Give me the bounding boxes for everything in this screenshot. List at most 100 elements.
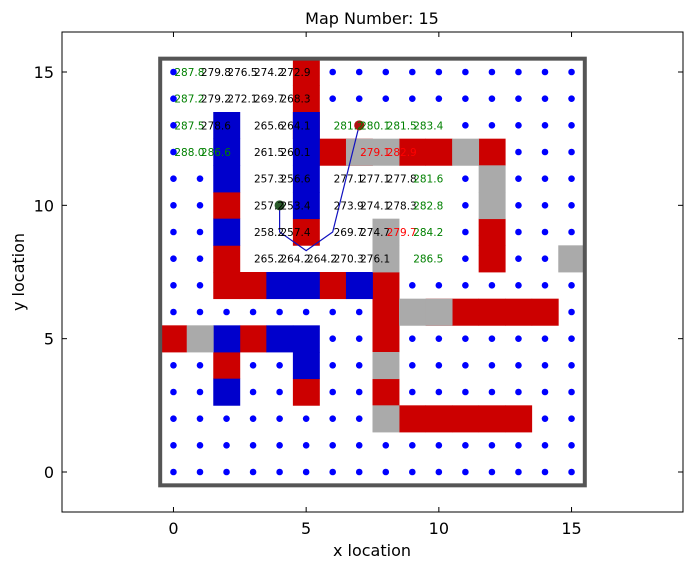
- grid-point: [382, 95, 390, 102]
- y-tick-label: 0: [44, 463, 54, 482]
- grid-point: [355, 95, 363, 102]
- grid-point: [223, 442, 230, 449]
- grid-point: [568, 308, 575, 316]
- cost-label: 261.5: [254, 147, 284, 159]
- grid-point: [568, 148, 575, 156]
- red-cell: [292, 378, 320, 406]
- red-cell: [425, 138, 453, 166]
- grid-point: [276, 468, 283, 476]
- red-cell: [399, 405, 426, 433]
- grid-point: [515, 282, 522, 289]
- red-cell: [505, 405, 533, 433]
- blue-cell: [213, 138, 241, 166]
- red-cell: [452, 298, 480, 326]
- grid-point: [568, 362, 575, 369]
- grid-point: [196, 175, 204, 182]
- gray-cell: [372, 138, 400, 166]
- grid-point: [302, 442, 310, 449]
- cost-label: 272.9: [281, 67, 311, 79]
- blue-cell: [292, 352, 320, 380]
- grid-point: [329, 68, 336, 76]
- grid-point: [462, 122, 469, 129]
- grid-point: [329, 468, 336, 476]
- grid-point: [515, 122, 522, 129]
- grid-point: [568, 415, 575, 422]
- obstacle-cells: [160, 58, 586, 433]
- grid-point: [435, 362, 443, 369]
- grid-point: [170, 468, 177, 476]
- blue-cell: [292, 325, 320, 353]
- cost-label: 274.7: [360, 227, 390, 239]
- cost-label: 270.3: [334, 254, 364, 266]
- grid-point: [249, 442, 257, 449]
- grid-point: [249, 388, 257, 396]
- grid-point: [462, 228, 469, 236]
- grid-point: [541, 202, 549, 209]
- grid-point: [515, 468, 522, 476]
- cost-label: 264.1: [281, 120, 311, 132]
- cost-label: 276.5: [227, 67, 257, 79]
- grid-point: [435, 442, 443, 449]
- grid-point: [355, 388, 363, 396]
- grid-point: [515, 202, 522, 209]
- grid-point: [329, 335, 336, 342]
- grid-point: [568, 468, 575, 476]
- grid-point: [355, 468, 363, 476]
- grid-point: [170, 362, 177, 369]
- cost-label: 253.4: [281, 200, 311, 212]
- red-cell: [478, 245, 506, 273]
- grid-point: [541, 388, 549, 396]
- cost-label: 279.1: [360, 147, 390, 159]
- red-cell: [478, 298, 506, 326]
- grid-point: [223, 468, 230, 476]
- cost-label: 265.6: [254, 120, 284, 132]
- cost-label: 264.2: [307, 254, 337, 266]
- cost-label: 258.2: [254, 227, 284, 239]
- grid-point: [170, 95, 177, 102]
- grid-point: [170, 415, 177, 422]
- red-cell: [213, 352, 241, 380]
- cost-label: 257.2: [254, 200, 284, 212]
- grid-point: [541, 255, 549, 262]
- grid-point: [541, 415, 549, 422]
- grid-point: [568, 228, 575, 236]
- y-axis-label: y location: [9, 233, 28, 311]
- blue-cell: [213, 165, 241, 193]
- grid-point: [223, 415, 230, 422]
- blue-cell: [213, 112, 241, 140]
- grid-point: [170, 255, 177, 262]
- blue-cell: [213, 325, 241, 353]
- grid-point: [196, 415, 204, 422]
- grid-point: [488, 122, 496, 129]
- grid-point: [488, 282, 496, 289]
- gray-cell: [372, 245, 400, 273]
- grid-point: [196, 468, 204, 476]
- grid-point: [568, 95, 575, 102]
- grid-point: [462, 202, 469, 209]
- grid-point: [462, 175, 469, 182]
- cost-label: 274.1: [360, 200, 390, 212]
- map-boundary: [158, 56, 587, 488]
- grid-point: [541, 362, 549, 369]
- gray-cell: [186, 325, 214, 353]
- red-cell: [505, 298, 533, 326]
- blue-cell: [266, 272, 294, 300]
- grid-point: [409, 442, 416, 449]
- grid-point: [409, 335, 416, 342]
- grid-point: [435, 68, 443, 76]
- blue-cell: [292, 112, 320, 140]
- red-cell: [372, 378, 400, 406]
- blue-cell: [213, 218, 241, 246]
- grid-point: [462, 388, 469, 396]
- red-cell: [319, 272, 347, 300]
- grid-point: [276, 388, 283, 396]
- red-cell: [478, 218, 506, 246]
- cost-label: 278.3: [387, 200, 417, 212]
- grid-point: [196, 388, 204, 396]
- grid-point: [276, 308, 283, 316]
- grid-point: [409, 362, 416, 369]
- grid-point: [329, 415, 336, 422]
- grid-point: [355, 442, 363, 449]
- grid-point: [488, 442, 496, 449]
